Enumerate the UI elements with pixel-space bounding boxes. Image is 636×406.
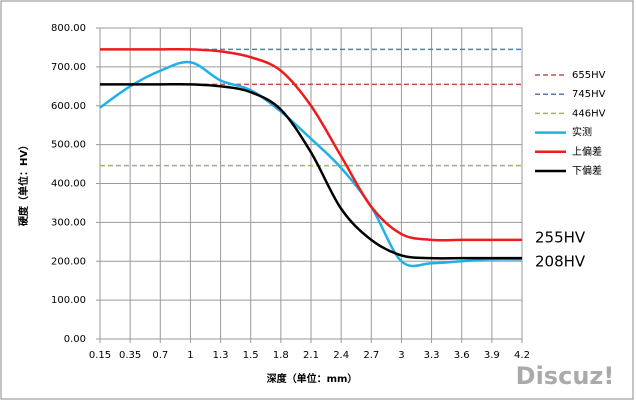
x-tick-label: 1.3	[213, 350, 229, 361]
y-axis-title: 硬度（单位：HV）	[17, 140, 30, 226]
x-tick-label: 2.4	[333, 350, 349, 361]
x-tick-label: 0.7	[152, 350, 168, 361]
legend-label: 实测	[572, 126, 592, 139]
x-tick-label: 2.1	[303, 350, 319, 361]
line-series	[100, 47, 522, 242]
annotation: 208HV	[535, 253, 586, 271]
y-tick-label: 100.00	[51, 295, 86, 306]
x-axis-title: 深度（单位：mm）	[267, 372, 358, 385]
y-tick-label: 300.00	[51, 217, 86, 228]
legend-label: 655HV	[572, 70, 606, 81]
y-tick-label: 600.00	[51, 101, 86, 112]
x-tick-label: 4.2	[514, 350, 530, 361]
x-tick-label: 3.3	[424, 350, 440, 361]
x-tick-label: 0.35	[119, 350, 141, 361]
x-tick-label: 3.9	[484, 350, 500, 361]
y-tick-label: 800.00	[51, 23, 86, 34]
y-tick-label: 400.00	[51, 179, 86, 190]
watermark: Discuz!	[516, 362, 615, 390]
x-tick-label: 3.6	[454, 350, 470, 361]
x-tick-label: 3	[398, 350, 404, 361]
x-tick-label: 1	[187, 350, 193, 361]
legend-label: 上偏差	[572, 145, 602, 158]
line-series	[99, 60, 523, 268]
x-tick-label: 0.15	[89, 350, 111, 361]
y-tick-label: 700.00	[51, 62, 86, 73]
x-tick-label: 1.5	[243, 350, 259, 361]
legend-label: 745HV	[572, 89, 606, 100]
x-tick-label: 1.8	[273, 350, 289, 361]
annotation: 255HV	[535, 229, 586, 247]
y-tick-label: 200.00	[51, 256, 86, 267]
line-series	[100, 82, 522, 260]
y-tick-label: 500.00	[51, 140, 86, 151]
y-tick-label: 0.00	[64, 334, 86, 345]
legend-label: 446HV	[572, 108, 606, 119]
legend-label: 下偏差	[572, 164, 602, 177]
x-tick-label: 2.7	[363, 350, 379, 361]
